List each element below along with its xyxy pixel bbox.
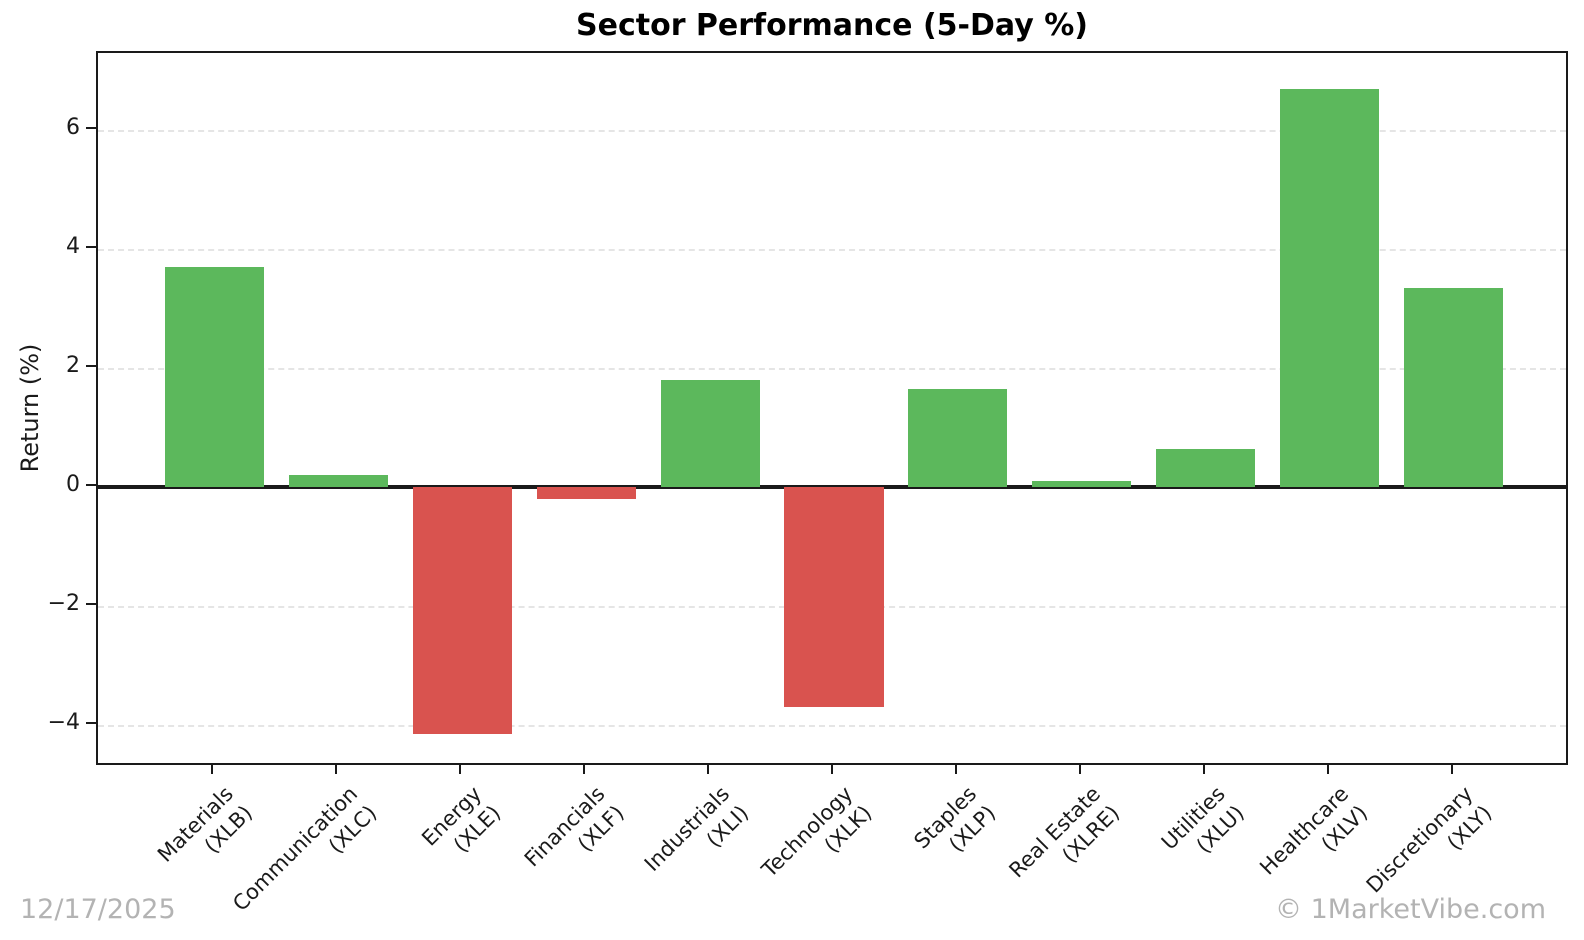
gridline-y-4 [98,249,1566,252]
bar-staples [908,389,1008,488]
x-tick-8 [1078,765,1081,774]
x-tick-7 [954,765,957,774]
x-tick-label-materials: Materials (XLB) [152,781,259,888]
y-tick--4 [86,722,96,725]
y-tick-0 [86,484,96,487]
date-stamp: 12/17/2025 [20,894,176,925]
y-tick-label--2: −2 [47,591,80,617]
bar-energy [412,487,512,735]
x-tick-label-technology: Technology (XLK) [757,781,879,903]
x-tick-6 [831,765,833,774]
x-tick-label-financials: Financials (XLF) [519,781,630,892]
x-tick-5 [707,765,710,774]
plot-area [96,51,1568,765]
bar-real-estate [1032,481,1132,488]
x-tick-9 [1202,765,1205,774]
y-tick-label-0: 0 [66,472,80,498]
x-tick-label-staples: Staples (XLP) [909,781,1002,874]
y-tick-label-4: 4 [66,234,80,260]
x-tick-11 [1450,765,1453,774]
y-tick-4 [86,246,96,249]
y-tick-6 [86,127,96,130]
bar-financials [536,487,636,500]
y-axis-label: Return (%) [16,343,44,473]
bar-communication [288,475,388,488]
chart-title: Sector Performance (5-Day %) [576,8,1088,43]
bar-industrials [660,380,760,488]
x-tick-label-healthcare: Healthcare (XLV) [1255,781,1375,901]
y-tick-label-2: 2 [66,353,80,379]
y-tick--2 [86,603,96,606]
x-tick-3 [459,765,462,774]
bar-discretionary [1403,288,1504,488]
x-tick-label-real-estate: Real Estate (XLRE) [1004,781,1126,903]
watermark: © 1MarketVibe.com [1275,894,1546,925]
bar-utilities [1156,448,1256,488]
y-tick-label--4: −4 [47,710,80,736]
x-tick-label-utilities: Utilities (XLU) [1156,781,1250,875]
x-tick-4 [583,765,586,774]
gridline-y--4 [98,725,1566,728]
x-tick-label-communication: Communication (XLC) [227,781,383,937]
x-tick-label-energy: Energy (XLE) [416,781,507,872]
bar-healthcare [1280,88,1380,488]
bar-materials [164,267,265,488]
gridline-y-6 [98,130,1566,133]
x-tick-1 [211,765,214,774]
bar-technology [784,487,884,708]
y-tick-2 [86,365,96,368]
x-tick-2 [335,765,338,774]
y-tick-label-6: 6 [66,115,80,141]
gridline-y-2 [98,368,1566,371]
x-tick-10 [1326,765,1329,774]
x-tick-label-industrials: Industrials (XLI) [639,781,755,897]
